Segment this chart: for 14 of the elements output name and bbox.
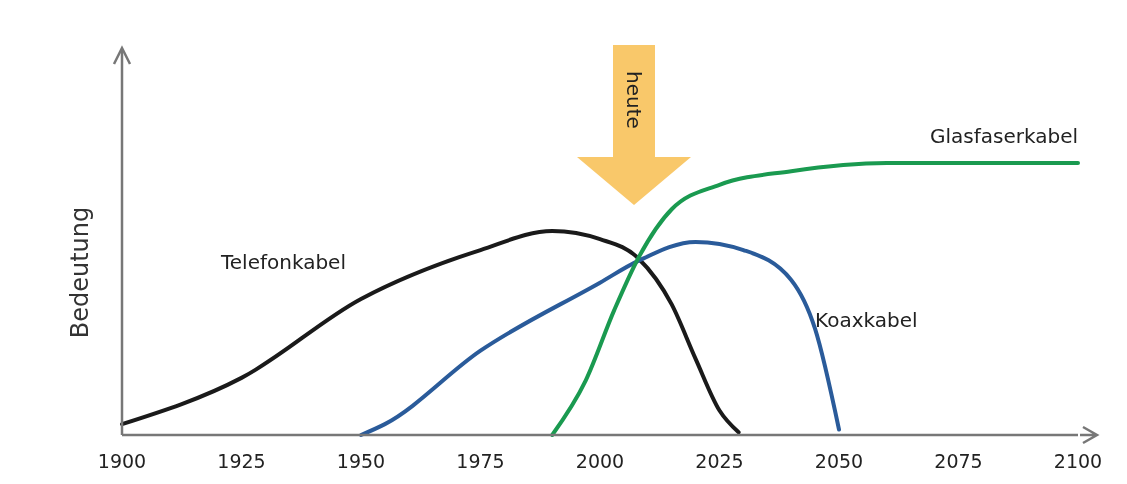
x-tick-label: 2100	[1053, 450, 1103, 472]
x-tick-label: 2025	[695, 450, 744, 472]
y-axis-title: Bedeutung	[66, 206, 94, 339]
x-tick-label: 1900	[97, 450, 147, 472]
series-label: Glasfaserkabel	[929, 124, 1078, 148]
x-tick-label: 1950	[336, 450, 386, 472]
x-tick-label: 2075	[934, 450, 983, 472]
x-tick-label: 1925	[217, 450, 266, 472]
x-tick-label: 2050	[814, 450, 864, 472]
series-label: Koaxkabel	[815, 307, 918, 332]
text: heute	[622, 71, 646, 129]
x-tick-label: 1975	[456, 450, 505, 472]
x-tick-label: 2000	[575, 450, 625, 472]
series-label: Telefonkabel	[220, 250, 346, 274]
